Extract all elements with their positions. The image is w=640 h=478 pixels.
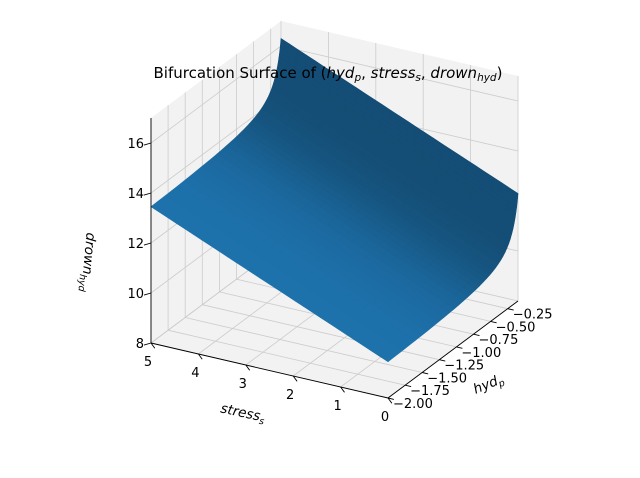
- x-tick-label: −0.25: [513, 308, 553, 323]
- tick-mark: [387, 397, 395, 400]
- z-axis-label: drownhyd: [75, 232, 98, 294]
- x-tick-label: −1.50: [427, 372, 467, 387]
- y-tick-label: 0: [381, 410, 389, 425]
- z-tick-label: 12: [127, 237, 144, 252]
- tick-mark: [404, 384, 412, 388]
- x-tick-label: −2.00: [393, 397, 433, 412]
- z-axis-label-main: drown: [79, 232, 99, 275]
- y-tick-label: 2: [286, 388, 294, 403]
- z-tick-label: 14: [127, 187, 144, 202]
- tick-mark: [340, 386, 345, 393]
- y-axis-label-sub: s: [258, 416, 265, 428]
- tick-mark: [422, 372, 429, 375]
- y-tick-label: 3: [239, 377, 247, 392]
- x-axis-label-sub: p: [496, 378, 507, 391]
- tick-mark: [456, 346, 463, 349]
- y-axis-line: [150, 342, 389, 399]
- y-axis-label: stresss: [219, 401, 267, 428]
- tick-mark: [387, 397, 393, 404]
- chart-title: Bifurcation Surface of (hydp, stresss, d…: [154, 64, 503, 84]
- tick-mark: [143, 342, 152, 346]
- tick-mark: [143, 292, 152, 296]
- x-axis-label: hydp: [471, 371, 507, 399]
- y-tick-label: 1: [333, 399, 341, 414]
- z-tick-label: 10: [127, 287, 144, 302]
- tick-mark: [245, 364, 251, 371]
- tick-mark: [292, 375, 298, 382]
- tick-mark: [439, 359, 446, 362]
- x-tick-label: −0.50: [496, 320, 536, 335]
- side-gridline: [280, 45, 519, 102]
- tick-mark: [150, 342, 156, 349]
- floor-gridline: [168, 329, 406, 386]
- z-tick-label: 16: [127, 137, 144, 152]
- x-axis-label-main: hyd: [471, 373, 501, 397]
- x-tick-label: −0.75: [479, 333, 519, 348]
- tick-mark: [143, 192, 152, 196]
- tick-mark: [198, 353, 203, 360]
- z-axis-label-sub: hyd: [75, 274, 88, 294]
- x-tick-label: −1.00: [461, 346, 501, 361]
- surface-patch: [379, 350, 396, 363]
- y-tick-label: 5: [144, 355, 152, 370]
- x-tick-label: −1.75: [410, 384, 450, 399]
- tick-mark: [473, 333, 480, 337]
- tick-mark: [507, 308, 514, 311]
- floor-gridline: [185, 317, 423, 373]
- tick-mark: [143, 142, 152, 146]
- y-tick-label: 4: [191, 366, 199, 381]
- back-gridline: [150, 45, 282, 144]
- x-tick-label: −1.25: [444, 359, 484, 374]
- x-axis-line: [387, 300, 519, 399]
- surface: [150, 38, 519, 363]
- y-axis-label-main: stress: [219, 401, 262, 425]
- tick-mark: [143, 242, 152, 246]
- z-tick-label: 8: [136, 337, 144, 352]
- tick-mark: [490, 320, 497, 324]
